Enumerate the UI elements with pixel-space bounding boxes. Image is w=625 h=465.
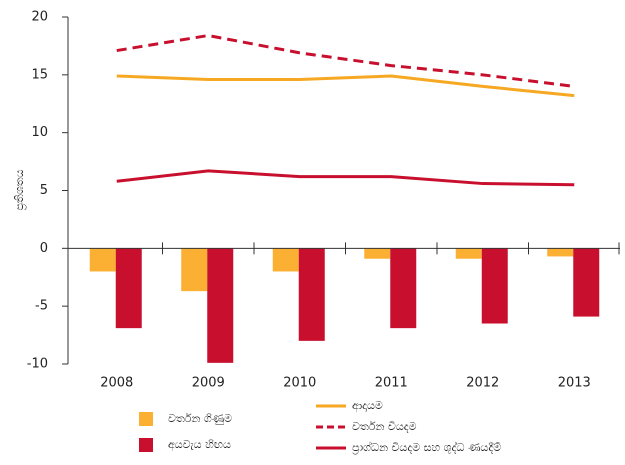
line — [116, 74, 575, 98]
bar — [272, 248, 299, 272]
legend-label: වර්තන ගිණුම — [168, 412, 232, 425]
x-tick-label: 2013 — [558, 376, 591, 391]
bar — [207, 248, 234, 363]
bar — [115, 248, 142, 329]
x-tick-label: 2011 — [375, 376, 408, 391]
bar — [573, 248, 600, 317]
x-tick-label: 2008 — [100, 376, 133, 391]
y-tick-label: 20 — [31, 10, 48, 25]
legend-label: වර්තන වියදම — [352, 420, 417, 433]
bar — [547, 248, 574, 257]
x-tick-label: 2012 — [466, 376, 499, 391]
bar — [364, 248, 391, 259]
bar — [481, 248, 508, 324]
bar — [390, 248, 417, 329]
y-tick-label: 0 — [40, 241, 48, 256]
y-tick-label: 10 — [31, 125, 48, 140]
legend-swatch — [139, 438, 153, 452]
line — [116, 169, 575, 187]
y-tick-label: 15 — [31, 67, 48, 82]
bar — [89, 248, 116, 272]
legend-label: ආදායම — [352, 399, 383, 413]
y-tick-label: -10 — [27, 357, 48, 372]
y-tick-label: -5 — [35, 299, 48, 314]
bar — [455, 248, 482, 259]
legend-swatch — [139, 412, 153, 426]
x-tick-label: 2010 — [283, 376, 316, 391]
bar — [181, 248, 208, 292]
bar — [298, 248, 325, 341]
y-axis-label: ප්‍රතිශතය — [13, 169, 26, 210]
legend-label: ප්‍රාග්ධන වියදම සහ ශුද්ධ ණයදීම් — [352, 440, 501, 455]
legend-label: අයවැය හිඟය — [168, 438, 231, 452]
y-tick-label: 5 — [40, 183, 48, 198]
line — [116, 33, 575, 88]
x-tick-label: 2009 — [192, 376, 225, 391]
